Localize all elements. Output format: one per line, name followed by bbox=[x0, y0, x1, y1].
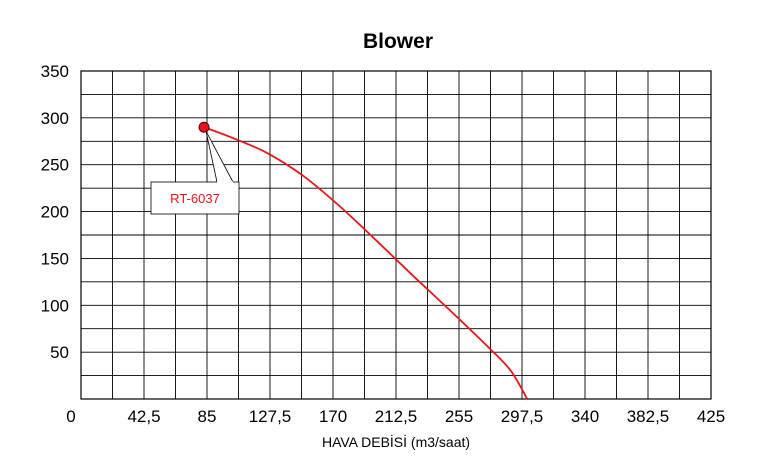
grid bbox=[81, 71, 711, 399]
chart-title: Blower bbox=[363, 30, 433, 53]
x-tick-label: 0 bbox=[66, 407, 75, 426]
callout-pointer bbox=[205, 131, 234, 183]
y-axis-ticks: 50 100 150 200 250 300 350 bbox=[41, 62, 69, 362]
series-start-point bbox=[198, 121, 210, 133]
y-tick-label: 100 bbox=[41, 296, 69, 315]
callout-box bbox=[150, 181, 240, 215]
series-layer bbox=[203, 126, 528, 400]
y-tick-label: 50 bbox=[50, 343, 69, 362]
y-tick-label: 150 bbox=[41, 249, 69, 268]
y-tick-label: 250 bbox=[41, 156, 69, 175]
callout-label: RT-6037 bbox=[170, 191, 220, 206]
x-axis-ticks: 0 42,5 85 127,5 170 212,5 255 297,5 340 382,5 425 bbox=[66, 407, 725, 426]
y-tick-label: 350 bbox=[41, 62, 69, 81]
x-tick-label: 170 bbox=[319, 407, 347, 426]
callout: RT-6037 bbox=[150, 121, 240, 215]
series-line bbox=[203, 126, 528, 400]
x-tick-label: 297,5 bbox=[501, 407, 544, 426]
x-tick-label: 382,5 bbox=[627, 407, 670, 426]
y-tick-label: 200 bbox=[41, 203, 69, 222]
x-tick-label: 425 bbox=[697, 407, 725, 426]
y-tick-label: 300 bbox=[41, 109, 69, 128]
x-axis-label: HAVA DEBİSİ (m3/saat) bbox=[322, 433, 470, 450]
x-tick-label: 255 bbox=[445, 407, 473, 426]
x-tick-label: 340 bbox=[571, 407, 599, 426]
x-tick-label: 212,5 bbox=[375, 407, 418, 426]
x-tick-label: 42,5 bbox=[127, 407, 160, 426]
x-tick-label: 127,5 bbox=[249, 407, 292, 426]
plot-area-frame bbox=[80, 70, 712, 400]
x-tick-label: 85 bbox=[198, 407, 217, 426]
